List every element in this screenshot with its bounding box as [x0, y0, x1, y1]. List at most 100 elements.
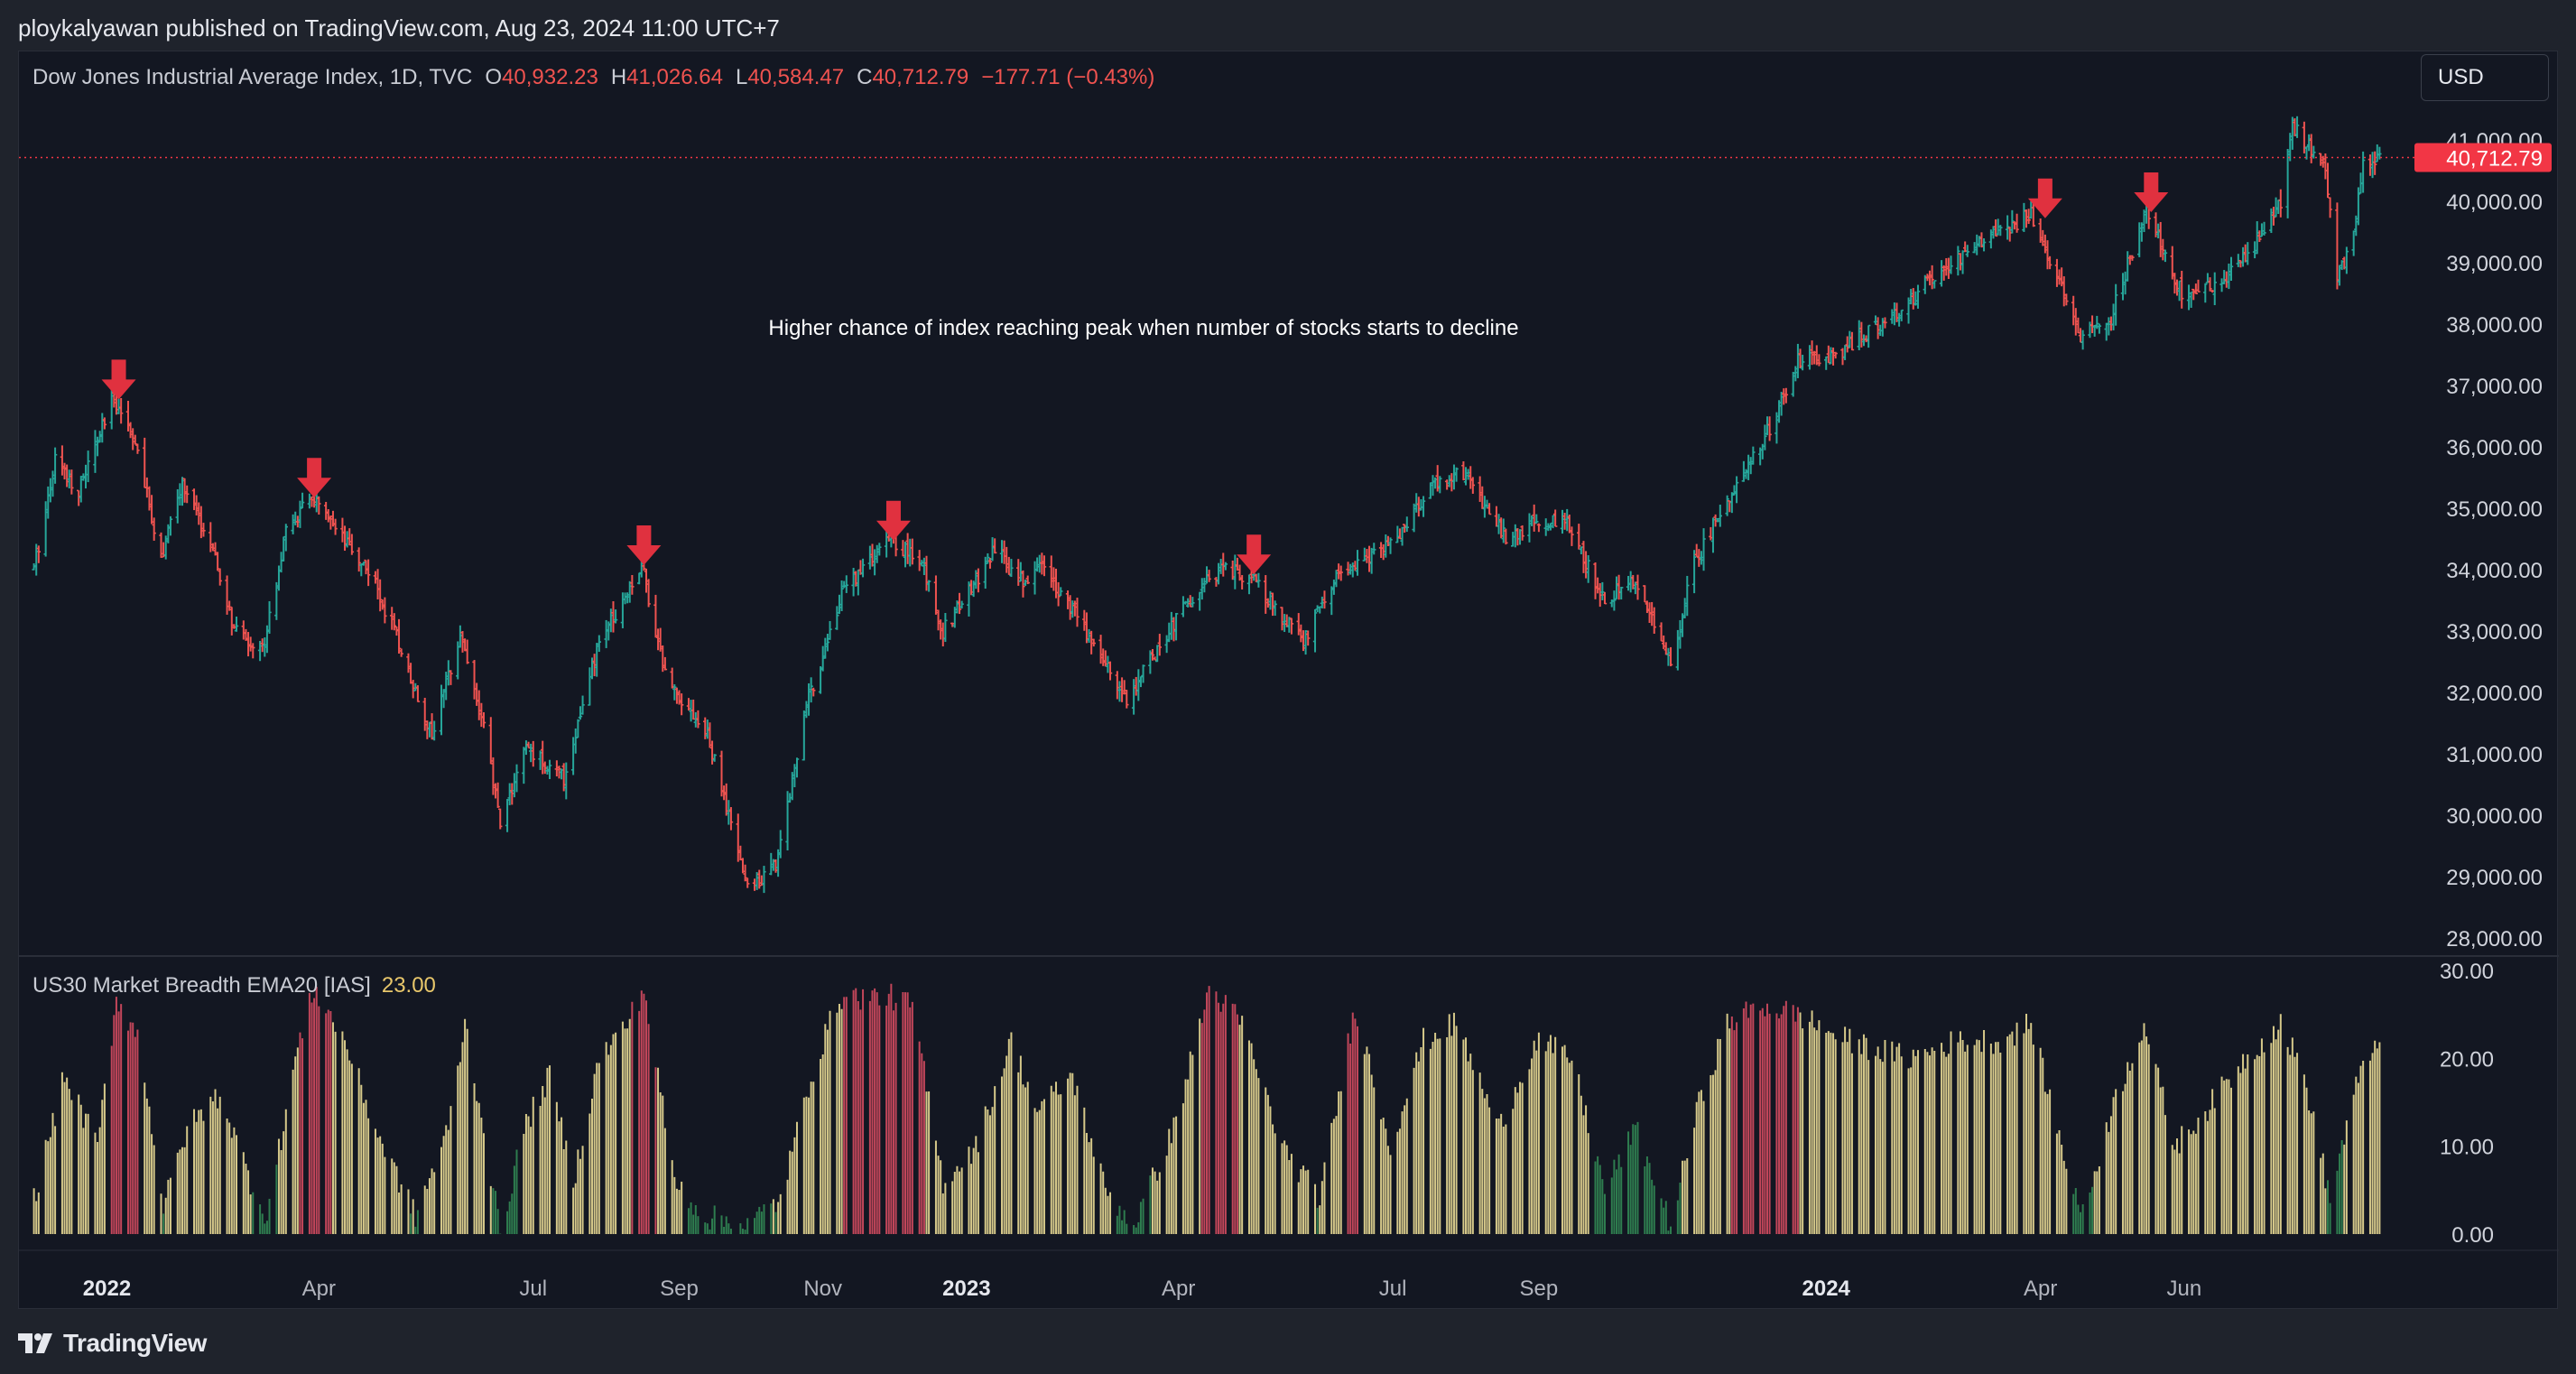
price-bar	[366, 559, 371, 587]
price-bar	[488, 717, 493, 765]
price-bar	[957, 592, 962, 615]
price-bar	[1710, 517, 1716, 553]
price-bar	[613, 609, 618, 624]
price-bar	[1581, 541, 1586, 573]
price-tick-label: 33,000.00	[2446, 620, 2543, 645]
price-bar	[2078, 328, 2083, 343]
price-bar	[2377, 146, 2382, 160]
price-bar	[2062, 276, 2066, 307]
price-bar	[627, 580, 632, 603]
price-bar	[1400, 526, 1404, 546]
price-bar	[399, 648, 403, 657]
tradingview-logo-icon	[18, 1333, 52, 1353]
price-bar	[1619, 586, 1624, 600]
price-bar	[670, 667, 674, 689]
price-bar	[1880, 318, 1886, 337]
price-bar	[1496, 514, 1501, 534]
price-bar	[922, 557, 927, 576]
price-bar	[95, 436, 100, 457]
price-bar	[1562, 513, 1567, 530]
price-bar	[1346, 562, 1350, 576]
price-bar	[1200, 578, 1204, 600]
price-bar	[576, 719, 580, 738]
price-bar	[1289, 617, 1294, 635]
price-bar	[1125, 689, 1129, 709]
price-bar	[2219, 278, 2224, 292]
price-bar	[510, 783, 514, 805]
price-bar	[208, 522, 213, 552]
price-bar	[481, 711, 486, 729]
price-bar	[1367, 545, 1372, 572]
price-bar	[2375, 144, 2379, 162]
peak-arrow-icon	[2027, 178, 2062, 218]
price-bar	[1494, 506, 1499, 527]
price-bar	[1998, 225, 2003, 237]
price-bar	[538, 750, 542, 770]
price-bar	[611, 601, 616, 633]
price-bar	[983, 556, 987, 590]
price-bar	[431, 720, 437, 741]
price-bar	[1219, 559, 1223, 574]
price-tick-label: 39,000.00	[2446, 252, 2543, 276]
price-bar	[1873, 315, 1878, 325]
price-bar	[2026, 209, 2031, 225]
price-bar	[1075, 598, 1080, 627]
price-bar	[135, 443, 140, 454]
price-bar	[1388, 537, 1393, 554]
price-bar	[2142, 209, 2146, 233]
price-bar	[1414, 493, 1419, 513]
price-bar	[818, 666, 823, 694]
price-bar	[924, 555, 929, 591]
high-label: H	[610, 65, 627, 89]
currency-label: USD	[2438, 65, 2484, 89]
breadth-tick-label: 30.00	[2440, 960, 2494, 984]
tradingview-logo[interactable]: TradingView	[18, 1329, 207, 1358]
price-bar	[992, 538, 997, 554]
price-bar	[427, 721, 432, 738]
price-bar	[191, 488, 197, 511]
price-bar	[100, 413, 105, 443]
price-bar	[2007, 227, 2012, 242]
price-bar	[310, 497, 314, 507]
price-bar	[267, 600, 272, 634]
price-bar	[1765, 416, 1770, 436]
breadth-histogram	[32, 983, 2381, 1234]
price-bar	[477, 690, 481, 720]
price-bar	[1718, 505, 1723, 527]
chart-canvas[interactable]: Higher chance of index reaching peak whe…	[19, 51, 2559, 1310]
price-bar	[959, 600, 964, 608]
price-bar	[839, 580, 844, 612]
price-bar	[1962, 241, 1968, 253]
price-bar	[2113, 283, 2118, 326]
price-bar	[2312, 145, 2316, 159]
price-bar	[2189, 291, 2193, 308]
price-bar	[1939, 260, 1944, 287]
price-bar	[307, 493, 312, 509]
price-bar	[1899, 309, 1904, 321]
price-bar	[125, 400, 131, 432]
price-bar	[1416, 497, 1422, 517]
price-bar	[2203, 283, 2208, 303]
price-bar	[152, 517, 156, 541]
price-bar	[1056, 581, 1061, 607]
price-bar	[67, 469, 71, 488]
price-bar	[1034, 557, 1040, 572]
price-bar	[1748, 457, 1753, 475]
price-bar	[1552, 509, 1558, 527]
price-bar	[1372, 543, 1376, 555]
price-bar	[227, 600, 232, 611]
chart-frame[interactable]: Higher chance of index reaching peak whe…	[18, 51, 2559, 1310]
price-bar	[727, 800, 731, 825]
price-bar	[1264, 575, 1268, 614]
time-tick-label: Sep	[1520, 1277, 1559, 1301]
price-bar	[246, 632, 251, 657]
currency-button[interactable]: USD	[2421, 54, 2549, 101]
price-bar	[802, 710, 807, 761]
price-bar	[757, 869, 762, 889]
price-bar	[234, 616, 239, 632]
price-bar	[1527, 513, 1532, 543]
price-bar	[2294, 116, 2300, 138]
price-bar	[564, 762, 569, 800]
price-bar	[1466, 469, 1470, 480]
price-bar	[1172, 617, 1176, 642]
